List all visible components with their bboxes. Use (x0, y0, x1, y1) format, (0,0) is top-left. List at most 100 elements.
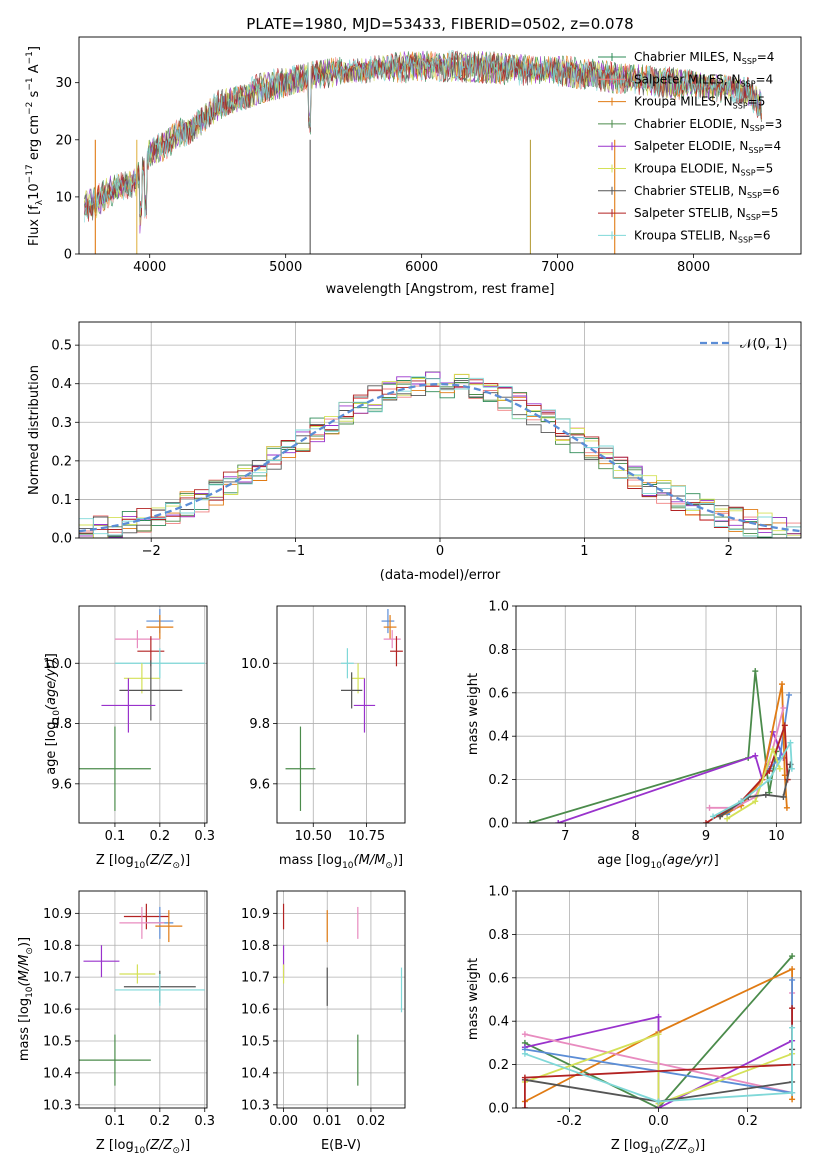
label-part: Flux [f (27, 205, 42, 246)
x-axis-label: (data-model)/error (380, 568, 501, 583)
x-tick-label: 0.1 (105, 1114, 126, 1129)
label-part: SSP (741, 79, 756, 88)
y-axis-label: mass weight (466, 958, 481, 1040)
label-part: =5 (748, 95, 766, 109)
x-tick-label: 8 (631, 829, 639, 844)
y-tick-label: 10.4 (241, 1066, 270, 1081)
y-tick-label: 10.3 (43, 1098, 72, 1113)
label-part: s (27, 90, 42, 101)
y-tick-label: 9.8 (51, 717, 72, 732)
y-tick-label: 9.8 (249, 717, 270, 732)
axes-frame (78, 605, 208, 824)
axes-frame (515, 890, 802, 1109)
weight-series (529, 670, 778, 823)
label-sub: ⊙ (172, 861, 180, 871)
label-part: mass [log (279, 853, 342, 868)
label-part: age [log (44, 722, 59, 775)
label-part: A (27, 64, 42, 77)
x-tick-label: 0.2 (149, 1114, 170, 1129)
x-tick-label: −2 (142, 544, 161, 559)
label-part: erg cm (27, 115, 42, 164)
axes-frame (78, 321, 802, 539)
label-sub: 10 (342, 861, 354, 871)
label-part: Salpeter ELODIE, N (634, 139, 748, 153)
label-part: =4 (763, 139, 781, 153)
x-tick-label: 7000 (541, 260, 574, 275)
y-tick-label: 9.6 (249, 777, 270, 792)
label-part: −17 (25, 164, 35, 183)
x-tick-label: 0.1 (105, 829, 126, 844)
plot-area (277, 891, 405, 1108)
plot-area (516, 606, 801, 823)
y-tick-label: 0.5 (51, 339, 72, 354)
histogram-series (79, 376, 801, 538)
label-part: =3 (765, 117, 783, 131)
panel-age-vs-Z: 0.1 0.2 0.3 9.6 9.8 10.0 (43, 605, 215, 844)
y-tick-label: 10.7 (43, 971, 72, 986)
x-tick-label: 0.2 (149, 829, 170, 844)
x-axis-label: wavelength [Angstrom, rest frame] (326, 282, 555, 297)
x-tick-label: 0.02 (356, 1114, 385, 1129)
plot-area (277, 606, 405, 823)
axis-label: mass [log10(M/M⊙)] (279, 853, 403, 871)
plot-area (79, 322, 801, 538)
y-axis-label: Flux [fλ10−17 erg cm−2 s−1 A−1] (25, 46, 45, 246)
x-tick-label: 10.50 (295, 829, 332, 844)
label-part: (M/M (17, 955, 32, 987)
y-tick-label: 10.9 (43, 907, 72, 922)
label-part: Z [log (611, 1138, 649, 1153)
panel-spectrum: 4000 5000 6000 7000 8000 0 10 20 30 (55, 36, 802, 275)
y-tick-label: 0 (64, 248, 72, 263)
figure-title: PLATE=1980, MJD=53433, FIBERID=0502, z=0… (246, 15, 633, 33)
x-tick-label: 0 (436, 544, 444, 559)
y-tick-label: 0.2 (51, 454, 72, 469)
legend-entry: Salpeter MILES, NSSP=4 (634, 72, 773, 88)
y-axis-label: mass [log10(M/M⊙)] (17, 937, 35, 1061)
label-sub: 10 (25, 986, 35, 998)
x-tick-label: 6000 (405, 260, 438, 275)
weight-series (524, 955, 793, 1108)
label-part: )] (180, 853, 190, 868)
axes-frame (78, 36, 802, 255)
legend-entry: Kroupa MILES, NSSP=5 (634, 95, 765, 111)
panel-residuals: −2 −1 0 1 2 0.0 0.1 0.2 0.3 0.4 0.5 (51, 321, 802, 559)
y-tick-label: 10.3 (241, 1098, 270, 1113)
x-tick-label: 0.3 (194, 1114, 215, 1129)
x-tick-label: 0.00 (269, 1114, 298, 1129)
label-part: 10 (27, 183, 42, 200)
label-part: (Z/Z (145, 1138, 173, 1153)
y-axis-label: age [log10(age/yr)] (44, 653, 62, 775)
label-part: =5 (756, 162, 774, 176)
x-tick-label: -0.2 (557, 1114, 582, 1129)
label-part: Salpeter STELIB, N (634, 206, 746, 220)
x-axis-label: E(B-V) (321, 1138, 361, 1153)
axes-frame (276, 890, 406, 1109)
label-part: Salpeter MILES, N (634, 72, 741, 86)
y-tick-label: 0.2 (488, 773, 509, 788)
panel-weight-vs-age: 7 8 9 10 0.0 0.2 0.4 0.6 0.8 1.0 (488, 600, 802, 844)
label-sub: ⊙ (25, 947, 35, 955)
y-tick-label: 0.1 (51, 493, 72, 508)
y-tick-label: 10.0 (241, 657, 270, 672)
x-tick-label: 7 (561, 829, 569, 844)
y-tick-label: 30 (55, 76, 72, 91)
y-tick-label: 10 (55, 190, 72, 205)
x-tick-label: 0.0 (648, 1114, 669, 1129)
label-part: SSP (742, 57, 757, 66)
label-part: )] (393, 853, 403, 868)
label-part: λ (35, 199, 45, 205)
y-tick-label: 10.4 (43, 1066, 72, 1081)
y-tick-label: 0.0 (51, 532, 72, 547)
label-part: SSP (750, 124, 765, 133)
label-part: ] (714, 853, 719, 868)
y-tick-label: 9.6 (51, 777, 72, 792)
label-part: =5 (761, 206, 779, 220)
y-tick-label: 10.6 (241, 1003, 270, 1018)
label-part: SSP (738, 235, 753, 244)
label-part: Kroupa STELIB, N (634, 228, 738, 242)
x-tick-label: −1 (286, 544, 305, 559)
legend-entry: Chabrier MILES, NSSP=4 (634, 50, 774, 66)
y-tick-label: 0.4 (488, 1015, 509, 1030)
label-part: SSP (748, 146, 763, 155)
